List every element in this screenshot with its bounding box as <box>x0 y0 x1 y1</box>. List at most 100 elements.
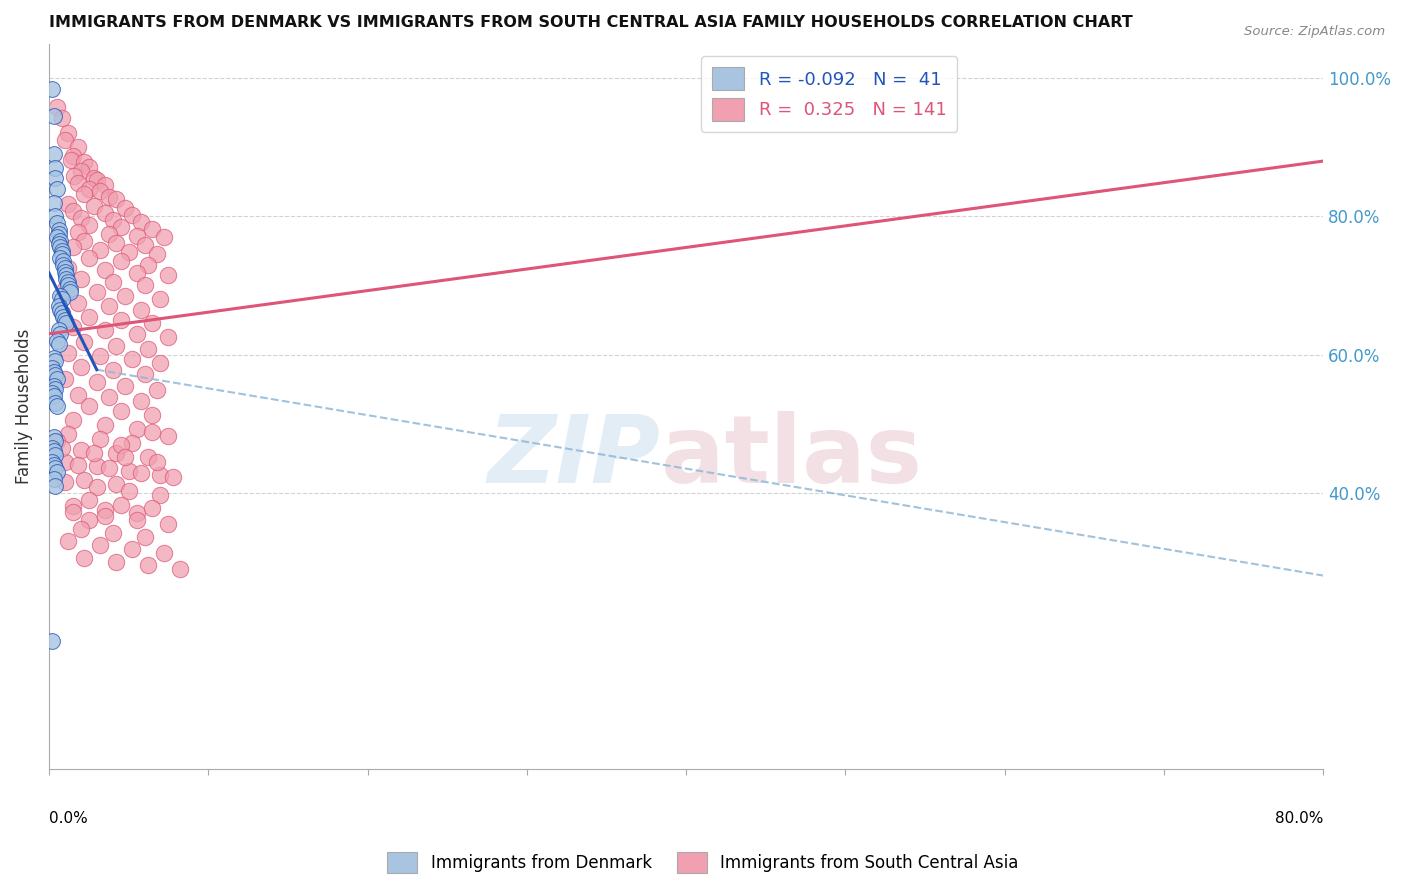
Point <box>146 454 169 468</box>
Legend: Immigrants from Denmark, Immigrants from South Central Asia: Immigrants from Denmark, Immigrants from… <box>381 846 1025 880</box>
Point <box>141 317 163 331</box>
Point <box>98 190 121 204</box>
Point <box>121 542 143 557</box>
Point <box>89 243 111 257</box>
Point <box>110 313 132 327</box>
Point <box>136 558 159 572</box>
Point <box>41 385 63 400</box>
Point <box>152 546 174 560</box>
Point <box>136 258 159 272</box>
Point <box>42 109 65 123</box>
Point <box>83 445 105 459</box>
Point <box>157 268 180 282</box>
Point <box>77 310 100 324</box>
Point <box>42 351 65 365</box>
Point <box>162 470 184 484</box>
Point <box>69 211 91 225</box>
Point <box>66 295 89 310</box>
Text: ZIP: ZIP <box>488 411 661 503</box>
Point <box>136 342 159 356</box>
Point <box>77 182 100 196</box>
Point <box>55 268 77 282</box>
Point <box>48 337 70 351</box>
Point <box>52 310 75 324</box>
Point <box>63 169 86 184</box>
Point <box>48 237 70 252</box>
Point <box>134 238 156 252</box>
Point <box>134 530 156 544</box>
Point <box>41 81 63 95</box>
Point <box>42 378 65 392</box>
Point <box>56 275 79 289</box>
Point <box>44 461 66 475</box>
Point <box>104 477 127 491</box>
Point <box>69 164 91 178</box>
Point <box>44 448 66 462</box>
Text: Source: ZipAtlas.com: Source: ZipAtlas.com <box>1244 25 1385 38</box>
Point <box>131 467 153 481</box>
Point <box>110 404 132 418</box>
Point <box>49 251 72 265</box>
Point <box>41 454 63 468</box>
Point <box>169 561 191 575</box>
Point <box>141 425 163 439</box>
Y-axis label: Family Households: Family Households <box>15 328 32 484</box>
Point <box>48 227 70 241</box>
Point <box>136 450 159 464</box>
Point <box>56 278 79 293</box>
Point <box>104 235 127 250</box>
Point <box>51 306 73 320</box>
Point <box>41 441 63 455</box>
Point <box>93 206 115 220</box>
Point <box>44 210 66 224</box>
Point <box>125 326 148 341</box>
Point <box>125 266 148 280</box>
Point <box>44 434 66 448</box>
Point <box>44 479 66 493</box>
Point <box>53 265 76 279</box>
Point <box>157 330 180 344</box>
Point <box>45 100 67 114</box>
Point <box>117 245 139 260</box>
Point <box>73 187 96 202</box>
Point <box>77 251 100 265</box>
Point <box>56 261 79 276</box>
Point <box>45 334 67 348</box>
Point <box>45 434 67 448</box>
Point <box>149 292 172 306</box>
Point <box>66 387 89 401</box>
Point <box>53 313 76 327</box>
Point <box>77 400 100 414</box>
Point <box>73 155 96 169</box>
Point <box>51 247 73 261</box>
Point <box>53 372 76 386</box>
Point <box>110 254 132 268</box>
Point <box>157 517 180 532</box>
Point <box>44 396 66 410</box>
Point <box>83 199 105 213</box>
Point <box>117 484 139 499</box>
Point <box>149 468 172 483</box>
Point <box>56 197 79 211</box>
Point <box>56 534 79 549</box>
Point <box>42 365 65 379</box>
Point <box>146 247 169 261</box>
Point <box>45 465 67 479</box>
Point <box>125 422 148 436</box>
Point <box>45 230 67 244</box>
Point <box>86 480 108 494</box>
Point <box>134 278 156 293</box>
Point <box>42 147 65 161</box>
Point <box>152 230 174 244</box>
Point <box>131 302 153 317</box>
Point <box>42 430 65 444</box>
Point <box>104 192 127 206</box>
Point <box>42 195 65 210</box>
Point <box>114 450 136 464</box>
Point <box>53 133 76 147</box>
Point <box>149 356 172 370</box>
Point <box>86 285 108 300</box>
Point <box>125 228 148 243</box>
Point <box>86 173 108 187</box>
Point <box>134 367 156 381</box>
